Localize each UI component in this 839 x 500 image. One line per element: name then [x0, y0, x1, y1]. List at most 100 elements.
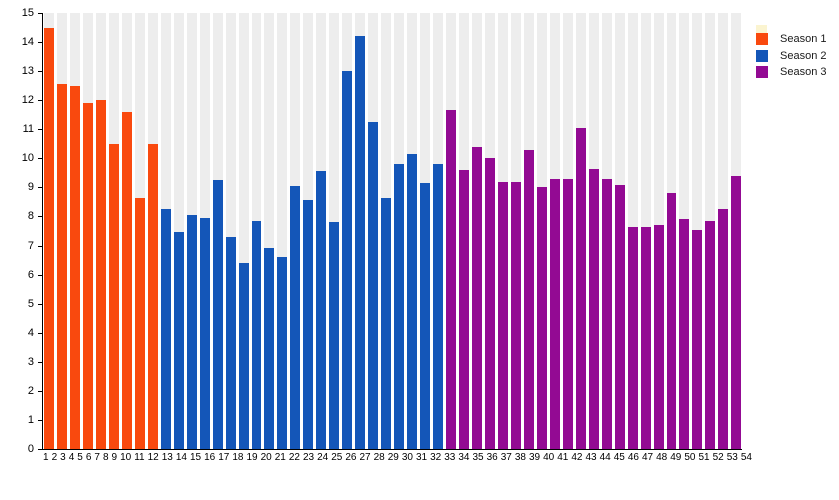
x-tick-label: 39	[528, 452, 541, 463]
bar-episode-12	[186, 215, 197, 449]
bar-episode-35	[484, 158, 495, 449]
bar-episode-8	[134, 197, 145, 449]
bar-episode-15	[225, 236, 236, 449]
column-slot	[108, 13, 119, 449]
x-tick-label: 48	[656, 452, 668, 463]
x-tick-label: 33	[444, 452, 456, 463]
column-slot	[69, 13, 80, 449]
x-tick-label: 3	[60, 452, 66, 463]
column-slot	[718, 13, 729, 449]
x-tick-label: 35	[472, 452, 484, 463]
x-tick-label: 45	[613, 452, 625, 463]
column-slot	[316, 13, 327, 449]
column-slot	[251, 13, 262, 449]
y-tick-mark	[38, 419, 42, 421]
legend-swatch	[756, 33, 768, 45]
column-slot	[368, 13, 379, 449]
x-tick-label: 50	[684, 452, 696, 463]
bar-episode-43	[588, 168, 599, 449]
background-stripe	[173, 13, 184, 449]
y-tick-mark	[38, 71, 42, 73]
x-tick-label: 31	[415, 452, 428, 463]
x-tick-label: 51	[698, 452, 710, 463]
column-slot	[264, 13, 275, 449]
bar-episode-51	[692, 229, 703, 449]
bar-episode-39	[536, 187, 547, 449]
x-tick-label: 30	[401, 452, 413, 463]
bar-episode-10	[160, 209, 171, 449]
bar-episode-27	[381, 197, 392, 449]
legend-label: Season 2	[780, 49, 827, 62]
y-tick-mark	[38, 216, 42, 218]
column-slot	[121, 13, 132, 449]
x-tick-label: 26	[345, 452, 357, 463]
x-tick-label: 2	[51, 452, 58, 463]
x-tick-label: 49	[670, 452, 682, 463]
column-slot	[44, 13, 54, 449]
column-slot	[303, 13, 314, 449]
bar-episode-40	[549, 178, 560, 449]
column-slot	[342, 13, 353, 449]
legend-item-season-1: Season 1	[756, 33, 826, 45]
background-stripe	[264, 13, 275, 449]
bar-episode-2	[56, 84, 67, 449]
y-tick-mark	[38, 390, 42, 392]
bar-episode-7	[121, 111, 132, 449]
x-tick-label: 24	[317, 452, 329, 463]
y-tick-label: 10	[21, 152, 34, 165]
bar-episode-44	[601, 178, 612, 449]
column-slot	[549, 13, 560, 449]
column-slot	[420, 13, 431, 449]
column-slot	[705, 13, 716, 449]
column-slot	[484, 13, 495, 449]
bar-episode-38	[523, 149, 534, 449]
y-tick-label: 4	[27, 326, 34, 339]
x-tick-label: 46	[627, 452, 639, 463]
y-tick-label: 11	[22, 123, 34, 136]
column-slot	[225, 13, 236, 449]
column-slot	[471, 13, 482, 449]
x-tick-label: 36	[486, 452, 498, 463]
bar-episode-24	[342, 71, 353, 449]
x-tick-label: 10	[120, 452, 132, 463]
y-tick-mark	[38, 274, 42, 276]
column-slot	[497, 13, 508, 449]
legend-label: Season 3	[780, 66, 827, 78]
x-tick-label: 1	[43, 452, 49, 463]
column-slot	[601, 13, 612, 449]
x-tick-label: 29	[387, 452, 399, 463]
bar-episode-13	[199, 217, 210, 449]
bar-episode-14	[212, 180, 223, 449]
bar-episode-45	[614, 184, 625, 449]
x-tick-label: 34	[458, 452, 470, 463]
bar-episode-47	[640, 226, 651, 449]
x-tick-label: 17	[218, 452, 230, 463]
x-tick-label: 12	[147, 452, 159, 463]
background-stripe	[225, 13, 236, 449]
column-slot	[459, 13, 469, 449]
bar-episode-36	[497, 181, 508, 449]
y-tick-mark	[38, 129, 42, 131]
column-slot	[562, 13, 573, 449]
background-stripe	[277, 13, 288, 449]
x-tick-label: 7	[94, 452, 100, 463]
column-slot	[640, 13, 651, 449]
x-tick-label: 18	[232, 452, 244, 463]
bar-episode-48	[653, 225, 664, 449]
x-tick-label: 28	[373, 452, 385, 463]
bar-episode-17	[251, 220, 262, 449]
y-tick-label: 13	[21, 65, 34, 78]
column-slot	[510, 13, 521, 449]
y-tick-label: 3	[27, 355, 34, 368]
column-slot	[731, 13, 742, 449]
y-tick-label: 15	[21, 7, 34, 19]
y-tick-mark	[38, 245, 42, 247]
column-slot	[329, 13, 340, 449]
x-tick-label: 38	[514, 452, 526, 463]
column-slot	[290, 13, 301, 449]
y-tick-label: 5	[27, 297, 34, 310]
bar-episode-49	[666, 193, 677, 449]
x-tick-label: 15	[189, 452, 202, 463]
x-tick-label: 25	[331, 452, 343, 463]
x-tick-label: 47	[641, 452, 654, 463]
